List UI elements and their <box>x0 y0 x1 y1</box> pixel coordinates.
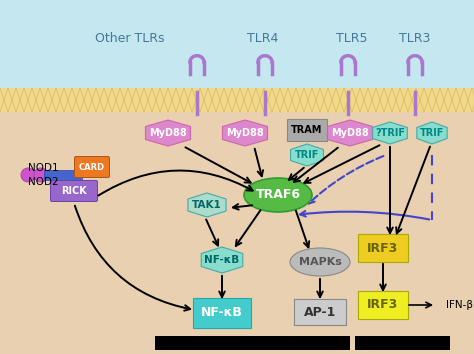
FancyBboxPatch shape <box>51 181 98 201</box>
Circle shape <box>34 168 48 182</box>
Polygon shape <box>291 144 323 166</box>
Text: MyD88: MyD88 <box>149 128 187 138</box>
FancyBboxPatch shape <box>358 234 408 262</box>
Text: NOD2: NOD2 <box>28 177 59 187</box>
Text: TRAM: TRAM <box>292 125 323 135</box>
Polygon shape <box>201 247 243 273</box>
Bar <box>44 170 82 180</box>
Text: Other TLRs: Other TLRs <box>95 32 165 45</box>
Polygon shape <box>417 122 447 144</box>
Text: IRF3: IRF3 <box>367 298 399 312</box>
Text: MyD88: MyD88 <box>331 128 369 138</box>
Text: TLR5: TLR5 <box>336 32 368 45</box>
Text: CARD: CARD <box>79 162 105 171</box>
FancyBboxPatch shape <box>74 156 109 177</box>
Polygon shape <box>188 193 226 217</box>
Text: TRAF6: TRAF6 <box>255 188 301 201</box>
Polygon shape <box>373 122 407 144</box>
Polygon shape <box>146 120 191 146</box>
Ellipse shape <box>244 178 312 212</box>
Text: ?TRIF: ?TRIF <box>375 128 405 138</box>
Text: TAK1: TAK1 <box>192 200 222 210</box>
Bar <box>0 0 474 88</box>
Text: NF-κB: NF-κB <box>201 307 243 320</box>
Text: TRIF: TRIF <box>420 128 444 138</box>
FancyBboxPatch shape <box>287 119 327 141</box>
Text: NF-κB: NF-κB <box>204 255 240 265</box>
FancyBboxPatch shape <box>358 291 408 319</box>
Text: MAPKs: MAPKs <box>299 257 341 267</box>
Polygon shape <box>222 120 267 146</box>
FancyBboxPatch shape <box>294 299 346 325</box>
Bar <box>155 336 350 350</box>
Text: RICK: RICK <box>61 186 87 196</box>
Text: NOD1: NOD1 <box>28 163 59 173</box>
FancyBboxPatch shape <box>193 298 251 328</box>
Bar <box>355 336 450 350</box>
Text: TLR3: TLR3 <box>399 32 431 45</box>
Ellipse shape <box>290 248 350 276</box>
Text: AP-1: AP-1 <box>304 306 336 319</box>
Text: TLR4: TLR4 <box>247 32 279 45</box>
Bar <box>0 88 474 112</box>
Text: TRIF: TRIF <box>295 150 319 160</box>
Text: IFN-β: IFN-β <box>446 300 473 310</box>
Text: MyD88: MyD88 <box>226 128 264 138</box>
Circle shape <box>21 168 35 182</box>
Text: IRF3: IRF3 <box>367 241 399 255</box>
Bar <box>0 88 474 354</box>
Polygon shape <box>328 120 373 146</box>
